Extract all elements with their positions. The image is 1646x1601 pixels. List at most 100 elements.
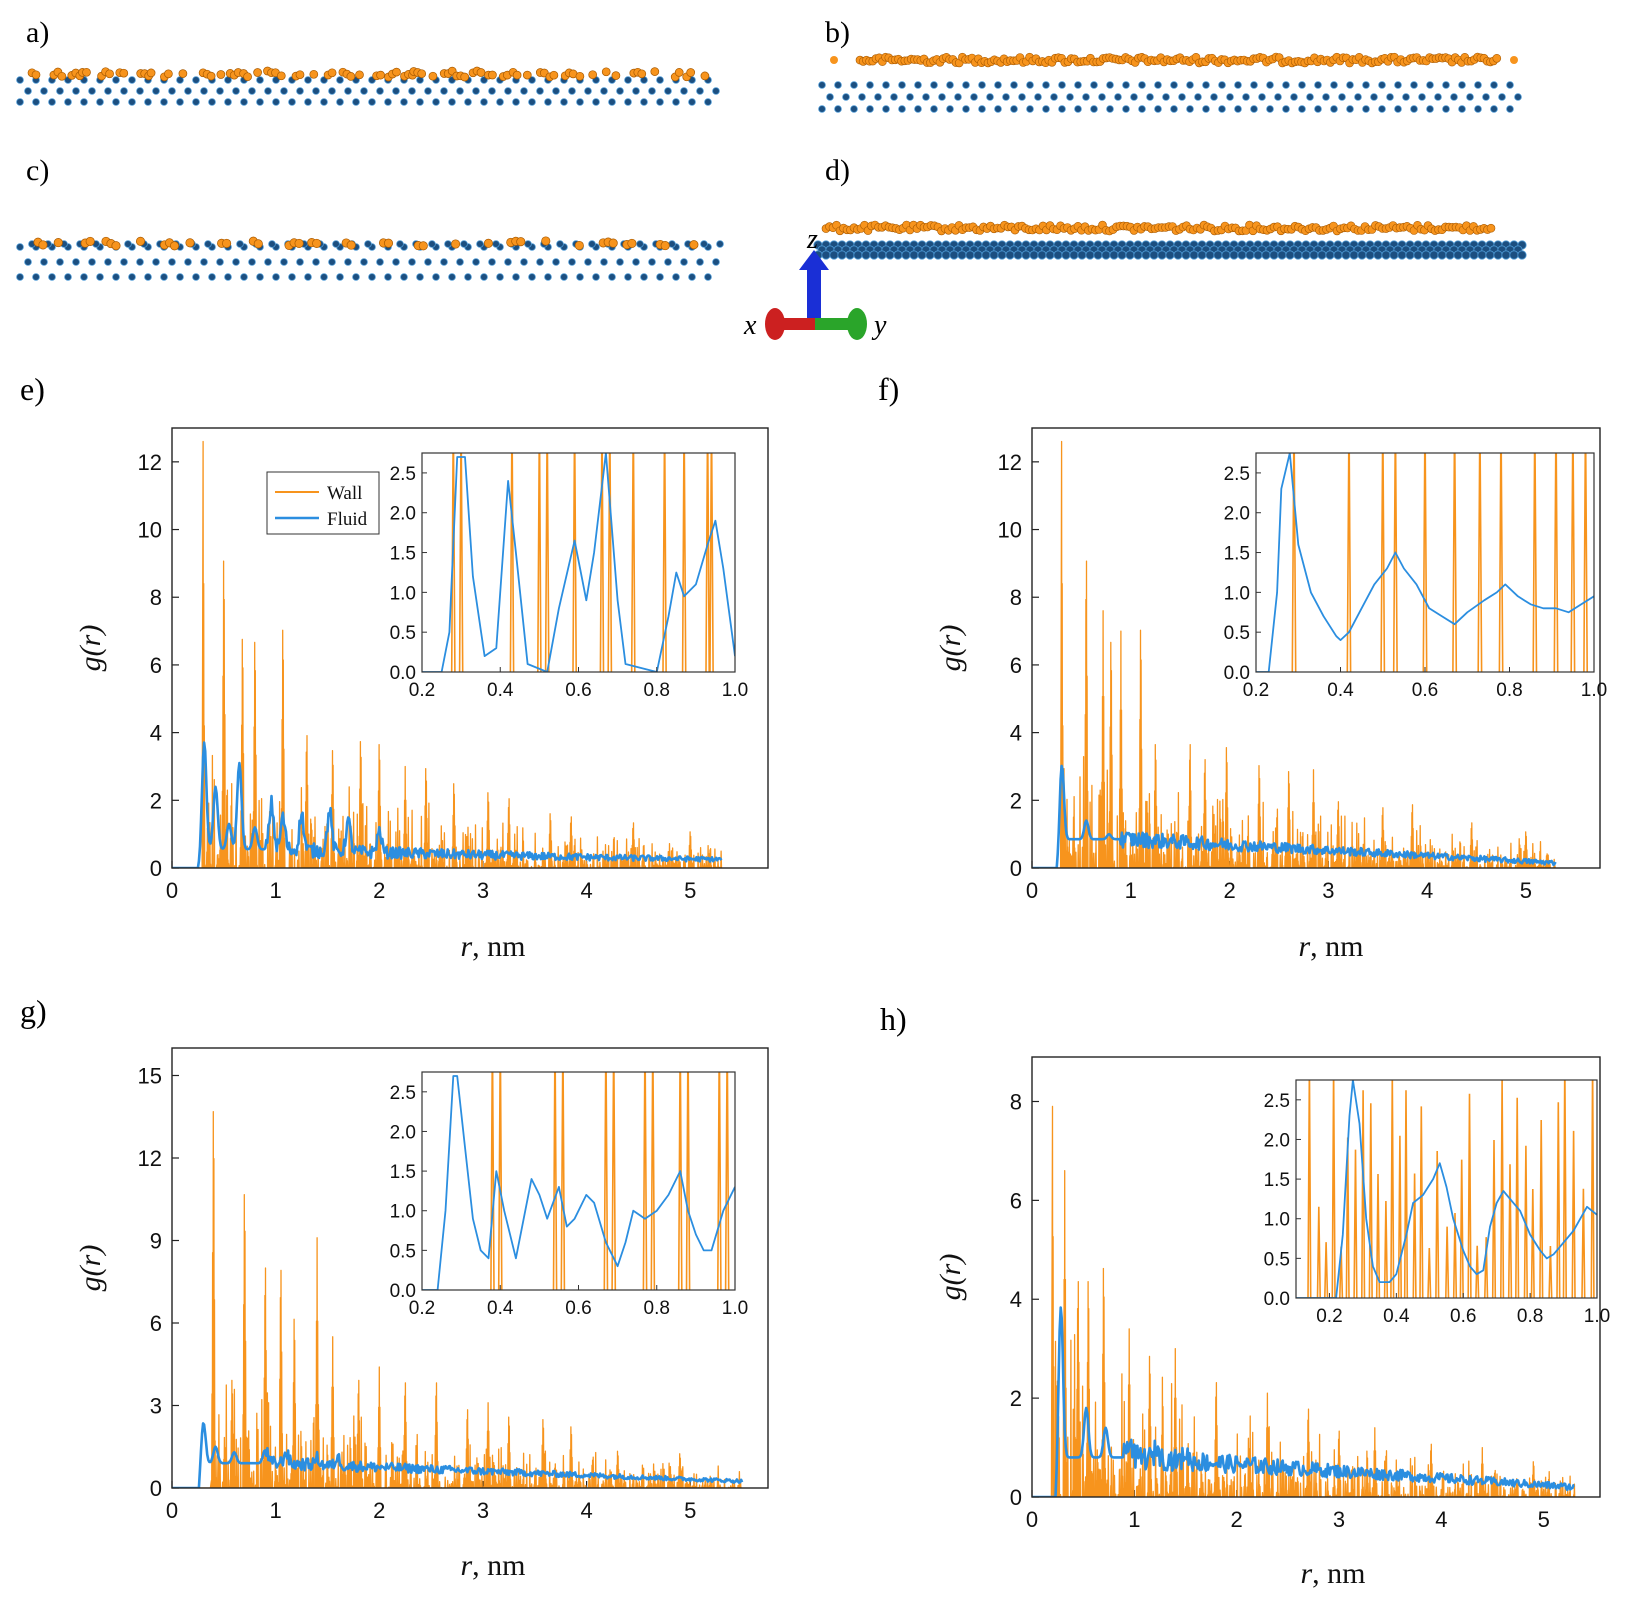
snapshot-d-atoms	[813, 220, 1527, 260]
substrate-atom	[1482, 93, 1490, 101]
fluid-atom	[516, 237, 526, 247]
substrate-atom	[112, 98, 120, 106]
fluid-series-line	[172, 1422, 744, 1488]
inset-x-tick-label: 1.0	[722, 680, 748, 701]
inset-y-tick-label: 0.5	[1224, 623, 1250, 644]
substrate-atom	[24, 87, 32, 95]
substrate-atom	[608, 273, 616, 281]
substrate-atom	[416, 98, 424, 106]
substrate-atom	[1386, 93, 1394, 101]
substrate-atom	[853, 250, 863, 260]
y-tick-label: 10	[138, 518, 162, 543]
x-tick-label: 0	[166, 1498, 178, 1523]
fluid-atom	[253, 68, 262, 77]
fluid-atom	[376, 70, 385, 80]
substrate-atom	[1421, 250, 1431, 260]
substrate-atom	[1466, 93, 1474, 101]
substrate-atom	[1282, 105, 1290, 113]
substrate-atom	[192, 273, 200, 281]
fluid-atom	[85, 236, 95, 246]
substrate-atom	[1458, 105, 1466, 113]
substrate-atom	[1349, 250, 1359, 260]
substrate-atom	[168, 258, 176, 266]
substrate-atom	[352, 273, 360, 281]
substrate-atom	[1506, 105, 1514, 113]
substrate-atom	[544, 98, 552, 106]
substrate-atom	[680, 258, 688, 266]
substrate-atom	[424, 87, 432, 95]
substrate-atom	[1250, 105, 1258, 113]
substrate-atom	[1298, 105, 1306, 113]
substrate-atom	[1010, 105, 1018, 113]
substrate-atom	[1501, 250, 1511, 260]
inset-x-tick-label: 0.4	[1383, 1306, 1410, 1327]
y-tick-label: 12	[998, 450, 1022, 475]
substrate-atom	[1509, 250, 1519, 260]
substrate-atom	[1154, 81, 1162, 89]
substrate-atom	[208, 98, 216, 106]
substrate-atom	[858, 93, 866, 101]
substrate-atom	[656, 273, 664, 281]
plot-frame	[171, 1047, 769, 1489]
substrate-atom	[704, 98, 712, 106]
substrate-atom	[524, 240, 532, 248]
substrate-atom	[850, 81, 858, 89]
substrate-atom	[224, 273, 232, 281]
substrate-atom	[1277, 250, 1287, 260]
substrate-atom	[432, 273, 440, 281]
substrate-atom	[1090, 81, 1098, 89]
substrate-atom	[1266, 81, 1274, 89]
triad-x-cap	[765, 308, 785, 340]
substrate-atom	[240, 273, 248, 281]
substrate-atom	[1178, 93, 1186, 101]
x-tick-label: 5	[1538, 1507, 1550, 1532]
substrate-atom	[1234, 81, 1242, 89]
substrate-atom	[1370, 93, 1378, 101]
substrate-atom	[320, 98, 328, 106]
inset-y-tick-label: 1.0	[1224, 583, 1250, 604]
plot-area	[172, 440, 723, 868]
substrate-atom	[312, 258, 320, 266]
inset-frame	[1295, 1079, 1598, 1299]
substrate-atom	[978, 105, 986, 113]
fluid-atom	[119, 68, 129, 78]
substrate-atom	[120, 87, 128, 95]
fluid-atom	[294, 238, 304, 248]
substrate-atom	[850, 105, 858, 113]
substrate-atom	[1362, 105, 1370, 113]
substrate-atom	[464, 98, 472, 106]
substrate-atom	[869, 250, 879, 260]
plot-area	[172, 1110, 744, 1488]
substrate-atom	[1077, 250, 1087, 260]
substrate-atom	[933, 250, 943, 260]
inset-fluid-line	[1296, 1080, 1597, 1298]
substrate-atom	[576, 98, 584, 106]
inset-y-tick-label: 1.5	[1224, 544, 1250, 565]
substrate-atom	[336, 273, 344, 281]
panel-label-a: a)	[26, 16, 49, 49]
substrate-atom	[492, 240, 500, 248]
fluid-atom	[53, 238, 63, 248]
plot-area	[1032, 440, 1557, 868]
panel-label-g: g)	[20, 993, 47, 1029]
substrate-atom	[152, 258, 160, 266]
substrate-atom	[1250, 81, 1258, 89]
substrate-atom	[901, 250, 911, 260]
inset-y-tick-label: 0.0	[390, 663, 416, 684]
x-tick-label: 1	[1125, 878, 1137, 903]
fluid-atom	[57, 71, 67, 81]
inset-plot-area	[422, 1072, 735, 1290]
substrate-atom	[834, 81, 842, 89]
substrate-atom	[1389, 250, 1399, 260]
substrate-atom	[712, 87, 720, 95]
substrate-atom	[1202, 105, 1210, 113]
plot-frame	[1031, 427, 1601, 869]
substrate-atom	[1338, 93, 1346, 101]
snapshot-c-atoms	[16, 236, 724, 281]
fluid-atom	[327, 68, 337, 78]
substrate-atom	[80, 98, 88, 106]
fluid-atom	[574, 240, 584, 251]
substrate-atom	[396, 240, 404, 248]
y-tick-label: 8	[1010, 1089, 1022, 1114]
